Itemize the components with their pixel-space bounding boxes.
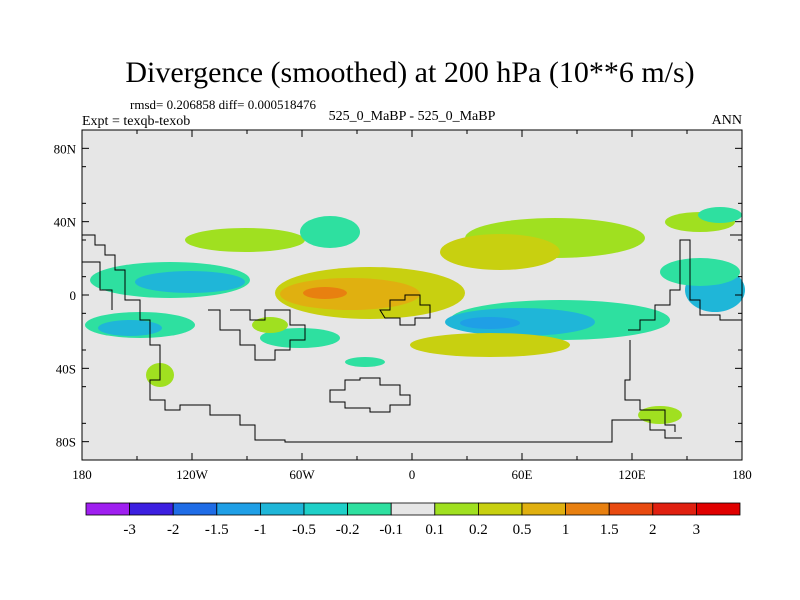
colorbar-label: -2 [167, 522, 180, 538]
stats-line: rmsd= 0.206858 diff= 0.000518476 [130, 97, 316, 112]
field-gold-1 [280, 278, 420, 310]
season-label: ANN [712, 113, 742, 128]
x-tick-label: 0 [409, 467, 416, 482]
colorbar-swatch [696, 502, 741, 516]
colorbar-label: -0.1 [379, 522, 403, 538]
field-green-1 [185, 228, 305, 252]
colorbar-label: 2 [649, 522, 657, 538]
y-axis: 80N 40N 0 40S 80S [54, 129, 742, 461]
colorbar-label: 3 [693, 522, 701, 538]
colorbar-swatch [434, 502, 479, 516]
colorbar-label: 0.2 [469, 522, 488, 538]
field-olive-3 [410, 333, 570, 357]
colorbar-swatch [347, 502, 392, 516]
contour-fields [85, 207, 745, 424]
x-tick-label: 180 [732, 467, 752, 482]
coastline-north-america-west [82, 261, 113, 310]
colorbar-label: -3 [123, 522, 136, 538]
chart-title: Divergence (smoothed) at 200 hPa (10**6 … [125, 56, 694, 89]
coastlines [82, 234, 742, 443]
field-teal-7 [260, 328, 340, 348]
colorbar-swatch [129, 502, 174, 516]
y-tick-label: 40S [56, 361, 76, 376]
coastline-africa [379, 294, 431, 326]
case-label: 525_0_MaBP - 525_0_MaBP [329, 109, 496, 124]
colorbar-swatch [521, 502, 566, 516]
y-tick-label: 80S [56, 435, 76, 450]
field-green-4 [252, 317, 288, 333]
colorbar-swatch [608, 502, 654, 516]
colorbar-label: 1.5 [600, 522, 619, 538]
coastline-australia [624, 340, 676, 432]
colorbar-swatch [259, 502, 305, 516]
y-tick-label: 80N [54, 141, 77, 156]
field-cyan-1 [135, 271, 245, 293]
colorbar-swatch [172, 502, 218, 516]
field-olive-1 [440, 234, 560, 270]
colorbar-swatch [477, 502, 523, 516]
colorbar-swatch [216, 502, 261, 516]
x-tick-label: 60E [512, 467, 533, 482]
coastline-south-america [208, 309, 306, 361]
field-cyan-3 [445, 308, 595, 336]
field-teal-8 [345, 357, 385, 367]
y-tick-label: 40N [54, 215, 77, 230]
experiment-label: Expt = texqb-texob [82, 114, 190, 129]
x-axis: 180 120W 60W 0 60E 120E 180 [72, 130, 752, 482]
colorbar-swatch [85, 502, 130, 516]
colorbar-label: -0.2 [336, 522, 360, 538]
field-green-6 [638, 406, 682, 424]
coastline-asia-east [628, 239, 742, 331]
colorbar-label: 0.5 [513, 522, 532, 538]
map-panel [81, 129, 745, 461]
field-cyan-2 [98, 320, 162, 336]
colorbar-swatch [303, 502, 348, 516]
field-teal-1 [300, 216, 360, 248]
colorbar-label: -1.5 [205, 522, 229, 538]
colorbar-swatch [652, 502, 697, 516]
field-teal-6 [660, 258, 740, 286]
colorbar-label: 0.1 [425, 522, 444, 538]
field-blue-1 [460, 317, 520, 329]
colorbar-swatch [565, 502, 610, 516]
x-tick-label: 180 [72, 467, 92, 482]
field-teal-2 [698, 207, 742, 223]
y-tick-label: 0 [70, 288, 77, 303]
colorbar-label: -0.5 [292, 522, 316, 538]
x-tick-label: 120W [176, 467, 209, 482]
field-orange-1 [303, 287, 347, 299]
colorbar-swatch [390, 502, 436, 516]
coastline-americas-antarctica [82, 234, 682, 443]
x-tick-label: 120E [618, 467, 646, 482]
coastline-antarctic-island [329, 377, 411, 413]
colorbar-label: 1 [562, 522, 570, 538]
colorbar-label: -1 [254, 522, 267, 538]
colorbar: -3 -2 -1.5 -1 -0.5 -0.2 -0.1 0.1 0.2 0.5 1 1.5 2 3 [85, 502, 741, 538]
x-tick-label: 60W [289, 467, 315, 482]
